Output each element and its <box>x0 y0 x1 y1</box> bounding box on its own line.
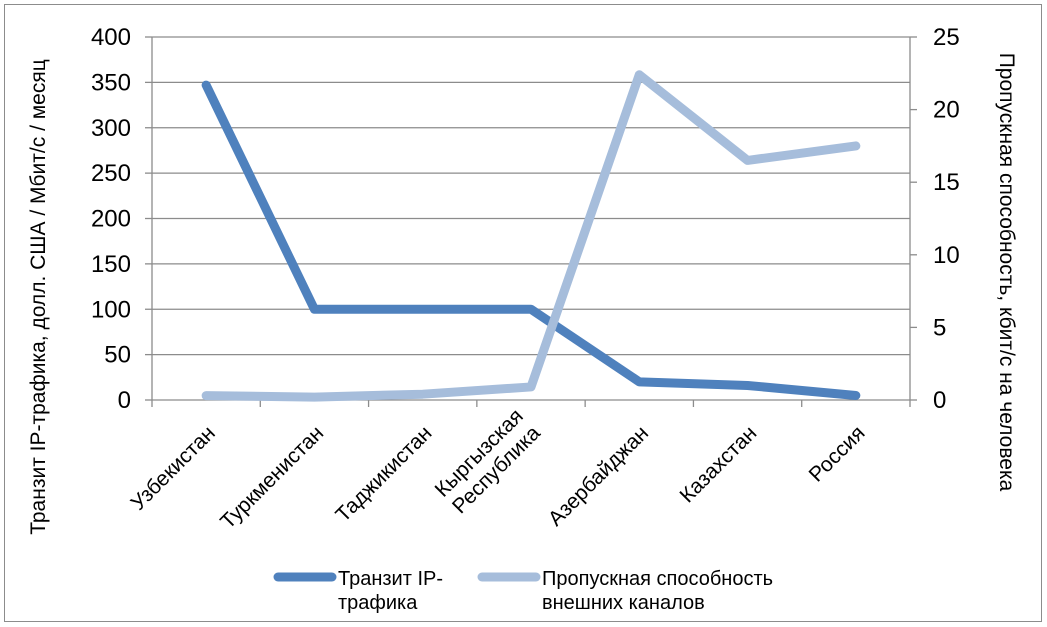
left-tick-label: 100 <box>91 296 131 323</box>
series-line-1 <box>201 80 861 400</box>
right-tick-label: 10 <box>933 242 960 269</box>
category-label: Казахстан <box>675 422 761 508</box>
left-tick-label: 350 <box>91 69 131 96</box>
left-tick-label: 400 <box>91 24 131 51</box>
category-label: Таджикистан <box>331 422 436 527</box>
category-label: Туркменистан <box>216 422 328 534</box>
legend-label-1: трафика <box>338 592 418 614</box>
right-tick-label: 20 <box>933 97 960 124</box>
category-label: Азербайджан <box>544 422 653 531</box>
left-tick-label: 300 <box>91 115 131 142</box>
category-label: Узбекистан <box>127 422 220 515</box>
right-axis-title: Пропускная способность, кбит/с на челове… <box>995 53 1018 492</box>
left-tick-label: 250 <box>91 160 131 187</box>
left-tick-label: 200 <box>91 206 131 233</box>
left-tick-label: 50 <box>104 342 131 369</box>
right-tick-label: 5 <box>933 314 946 341</box>
left-axis-ticks: 0 50 100 150 200 250 300 350 400 <box>91 24 131 414</box>
series-line-2 <box>201 70 861 402</box>
right-tick-label: 0 <box>933 387 946 414</box>
legend: Транзит IP-трафика Пропускная способность… <box>273 568 773 614</box>
right-tick-label: 15 <box>933 169 960 196</box>
series-lines <box>201 70 861 402</box>
category-label-line: Таджикистан <box>331 422 436 527</box>
axes <box>145 36 917 407</box>
category-label-line: Россия <box>805 422 870 487</box>
category-label-line: Казахстан <box>675 422 761 508</box>
gridlines <box>152 36 910 356</box>
legend-label-1: Транзит IP- <box>338 568 443 590</box>
left-axis-title: Транзит IP-трафика, долл. США / Мбит/с /… <box>27 59 50 535</box>
legend-label-2: Пропускная способность <box>542 568 773 590</box>
left-tick-label: 150 <box>91 251 131 278</box>
legend-label-2: внешних каналов <box>542 592 705 614</box>
left-tick-label: 0 <box>118 387 131 414</box>
right-tick-label: 25 <box>933 24 960 51</box>
category-label-line: Азербайджан <box>544 422 653 531</box>
right-axis-ticks: 0 5 10 15 20 25 <box>933 24 960 414</box>
category-label: Россия <box>805 422 870 487</box>
category-label-line: Туркменистан <box>216 422 328 534</box>
category-label-line: Узбекистан <box>127 422 220 515</box>
